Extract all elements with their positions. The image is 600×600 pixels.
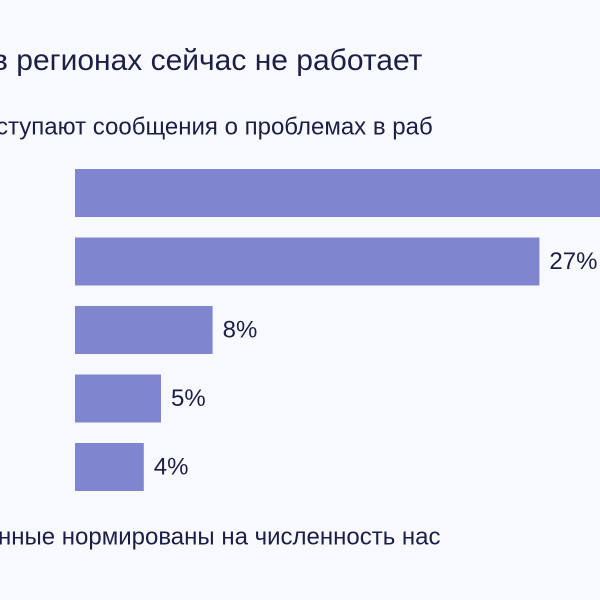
data-label: 4% (154, 453, 189, 480)
bar (75, 443, 144, 491)
chart-title: в регионах сейчас не работает (0, 44, 423, 77)
bar (75, 374, 161, 423)
bar (75, 306, 213, 354)
bar (75, 169, 600, 217)
footnote: нные нормированы на численность нас (0, 523, 440, 550)
bar (75, 237, 540, 286)
chart-subtitle: ступают сообщения о проблемах в раб (0, 113, 433, 140)
data-label: 8% (223, 316, 258, 343)
data-label: 27% (549, 248, 597, 275)
data-label: 5% (171, 385, 206, 412)
